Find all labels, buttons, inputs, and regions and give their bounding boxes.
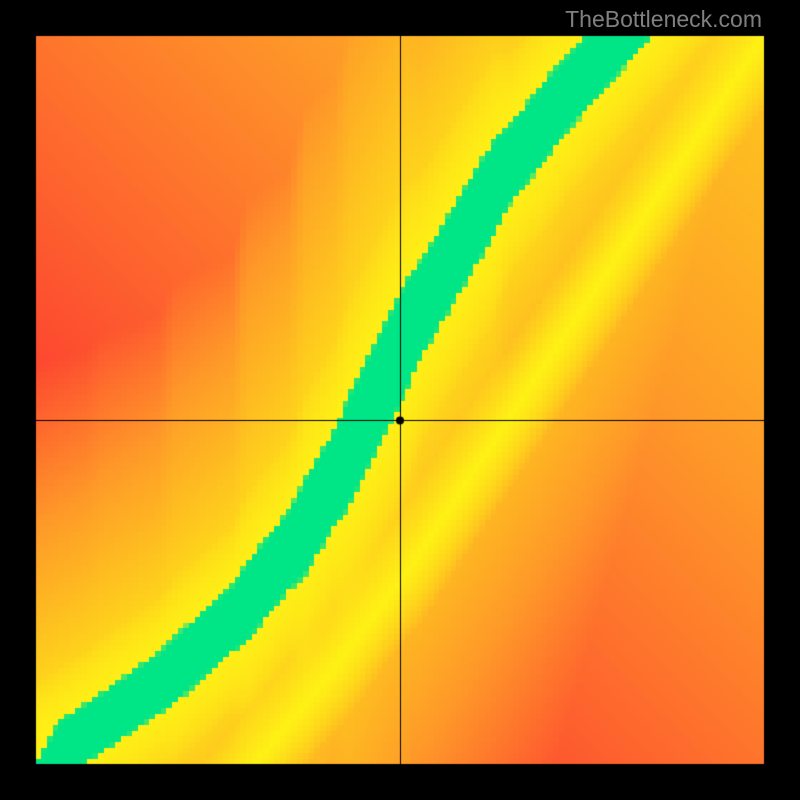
chart-container: TheBottleneck.com — [0, 0, 800, 800]
bottleneck-heatmap-plot — [0, 0, 800, 800]
watermark-text: TheBottleneck.com — [565, 6, 762, 33]
